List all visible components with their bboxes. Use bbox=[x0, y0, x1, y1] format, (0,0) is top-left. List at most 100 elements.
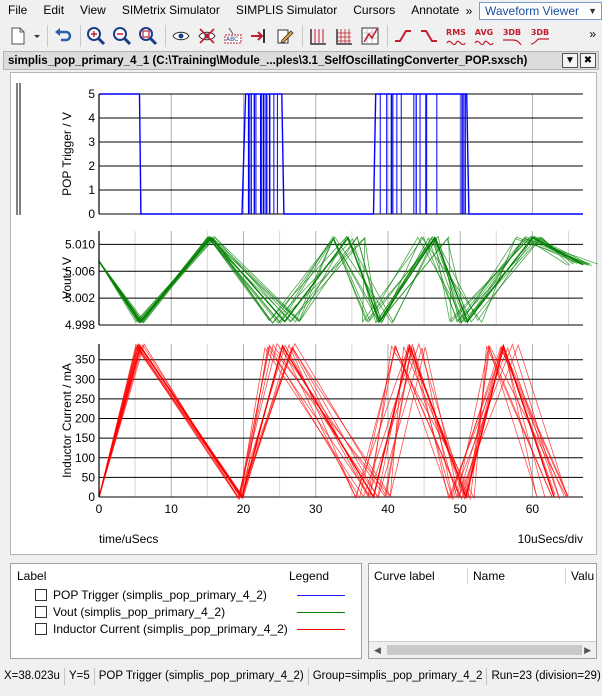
avg-icon[interactable]: AVG bbox=[471, 24, 497, 48]
scroll-right-icon[interactable]: ▶ bbox=[584, 645, 591, 655]
toolbar-separator bbox=[387, 25, 388, 47]
chart-icon[interactable] bbox=[358, 24, 382, 48]
legend-row[interactable]: Vout (simplis_pop_primary_4_2) bbox=[35, 604, 225, 620]
curve-label-header[interactable]: Curve label bbox=[374, 569, 435, 583]
rms-icon[interactable]: RMS bbox=[443, 24, 469, 48]
y-tick-label: 100 bbox=[75, 451, 95, 465]
menu-file[interactable]: File bbox=[8, 3, 28, 17]
x-tick-label: 10 bbox=[165, 502, 179, 516]
y-tick-label: 5.006 bbox=[65, 264, 95, 278]
menu-simplis-simulator[interactable]: SIMPLIS Simulator bbox=[235, 3, 338, 17]
x-axis-label: time/uSecs bbox=[99, 532, 158, 546]
legend-line-pop-trigger bbox=[297, 595, 345, 596]
scrollbar-thumb[interactable] bbox=[387, 645, 582, 655]
waveforms bbox=[98, 93, 598, 501]
toolbar-separator bbox=[165, 25, 166, 47]
legend-panel: Label Legend POP Trigger (simplis_pop_pr… bbox=[10, 563, 362, 659]
grid-icon[interactable] bbox=[306, 24, 330, 48]
legend-row[interactable]: POP Trigger (simplis_pop_primary_4_2) bbox=[35, 587, 267, 603]
fall-icon[interactable] bbox=[417, 24, 441, 48]
viewer-select[interactable]: Waveform Viewer ▼ bbox=[478, 1, 602, 20]
label-icon[interactable]: ABC bbox=[221, 24, 245, 48]
legend-checkbox[interactable] bbox=[35, 623, 47, 635]
waveform-vout bbox=[98, 235, 598, 323]
zoom-out-icon[interactable] bbox=[110, 24, 134, 48]
waveform-inductor-current bbox=[98, 342, 560, 501]
legend-checkbox[interactable] bbox=[35, 606, 47, 618]
y-tick-label: 5.010 bbox=[65, 237, 95, 251]
legend-checkbox[interactable] bbox=[35, 589, 47, 601]
y-tick-label: 250 bbox=[75, 392, 95, 406]
waveform-vout bbox=[98, 236, 568, 324]
undo-icon[interactable] bbox=[51, 24, 75, 48]
waveform-vout bbox=[98, 235, 575, 325]
waveform-inductor-current bbox=[98, 343, 537, 501]
y-tick-label: 4.998 bbox=[65, 318, 95, 332]
y-axis-label: Vout / V bbox=[60, 257, 74, 299]
menu-edit[interactable]: Edit bbox=[43, 3, 65, 17]
dropdown-icon[interactable] bbox=[32, 24, 42, 48]
y-tick-label: 50 bbox=[82, 470, 96, 484]
graph-window-title: simplis_pop_primary_4_1 (C:\Training\Mod… bbox=[8, 54, 528, 67]
status-y: Y=5 bbox=[65, 668, 95, 685]
toolbar-overflow-button[interactable]: » bbox=[589, 27, 596, 41]
menu-annotate[interactable]: Annotate bbox=[411, 3, 460, 17]
waveform-graph[interactable]: 5 4 3 2 1 0 POP Trigger / V 5.010 5.006 5.002 4.99… bbox=[10, 72, 598, 556]
status-x: X=38.023u bbox=[0, 668, 65, 685]
menu-simetrix-simulator[interactable]: SIMetrix Simulator bbox=[121, 3, 220, 17]
waveform-inductor-current bbox=[98, 343, 561, 501]
waveform-inductor-current bbox=[98, 343, 568, 499]
eye-icon[interactable] bbox=[169, 24, 193, 48]
menu-bar: File Edit View SIMetrix Simulator SIMPLI… bbox=[0, 0, 602, 21]
curve-name-header[interactable]: Name bbox=[473, 569, 506, 583]
curve-info-panel: Curve label Name Valu ◀ ▶ bbox=[368, 563, 597, 659]
legend-line-inductor-current bbox=[297, 629, 345, 630]
waveform-vout bbox=[98, 236, 582, 324]
status-curve: POP Trigger (simplis_pop_primary_4_2) bbox=[95, 668, 309, 685]
waveform-vout bbox=[98, 235, 592, 324]
curve-value-header[interactable]: Valu bbox=[571, 569, 595, 583]
avg-label: AVG bbox=[474, 27, 494, 37]
toolbar-separator bbox=[80, 25, 81, 47]
hide-icon[interactable] bbox=[195, 24, 219, 48]
zoom-in-icon[interactable] bbox=[84, 24, 108, 48]
horizontal-scrollbar[interactable]: ◀ ▶ bbox=[369, 641, 596, 658]
edit-icon[interactable] bbox=[273, 24, 297, 48]
rise-icon[interactable] bbox=[391, 24, 415, 48]
scroll-left-icon[interactable]: ◀ bbox=[374, 645, 381, 655]
new-icon[interactable] bbox=[6, 24, 30, 48]
legend-row[interactable]: Inductor Current (simplis_pop_primary_4_… bbox=[35, 621, 288, 637]
window-menu-button[interactable]: ▼ bbox=[562, 53, 578, 68]
column-divider bbox=[565, 568, 566, 584]
menu-view[interactable]: View bbox=[80, 3, 106, 17]
probe-icon[interactable] bbox=[247, 24, 271, 48]
close-button[interactable]: ✖ bbox=[580, 53, 596, 68]
y-tick-label: 150 bbox=[75, 431, 95, 445]
x-tick-label: 50 bbox=[454, 502, 468, 516]
legend-row-label: Vout (simplis_pop_primary_4_2) bbox=[53, 605, 226, 619]
x-division-label: 10uSecs/div bbox=[518, 532, 583, 546]
menu-cursors[interactable]: Cursors bbox=[353, 3, 396, 17]
3db-icon[interactable]: 3DB bbox=[527, 24, 553, 48]
x-tick-label: 20 bbox=[237, 502, 251, 516]
y-tick-label: 350 bbox=[75, 353, 95, 367]
legend-legend-header: Legend bbox=[289, 569, 330, 583]
toolbar-separator bbox=[302, 25, 303, 47]
svg-text:ABC: ABC bbox=[226, 36, 238, 43]
x-tick-label: 60 bbox=[526, 502, 540, 516]
legend-label-header: Label bbox=[17, 569, 47, 583]
grid-fine-icon[interactable] bbox=[332, 24, 356, 48]
waveform-pop-trigger bbox=[99, 93, 583, 215]
y-tick-label: 3 bbox=[88, 135, 95, 149]
zoom-fit-icon[interactable] bbox=[136, 24, 160, 48]
x-tick-label: 30 bbox=[309, 502, 323, 516]
db-icon[interactable]: 3DB bbox=[499, 24, 525, 48]
toolbar: ABC RMS AVG 3DB 3DB » bbox=[0, 21, 602, 51]
menu-overflow-button[interactable]: » bbox=[465, 3, 473, 18]
status-run: Run=23 (division=29) bbox=[491, 670, 601, 682]
waveform-vout bbox=[98, 236, 574, 324]
graph-window-titlebar: simplis_pop_primary_4_1 (C:\Training\Mod… bbox=[3, 51, 599, 70]
grid bbox=[98, 93, 583, 498]
